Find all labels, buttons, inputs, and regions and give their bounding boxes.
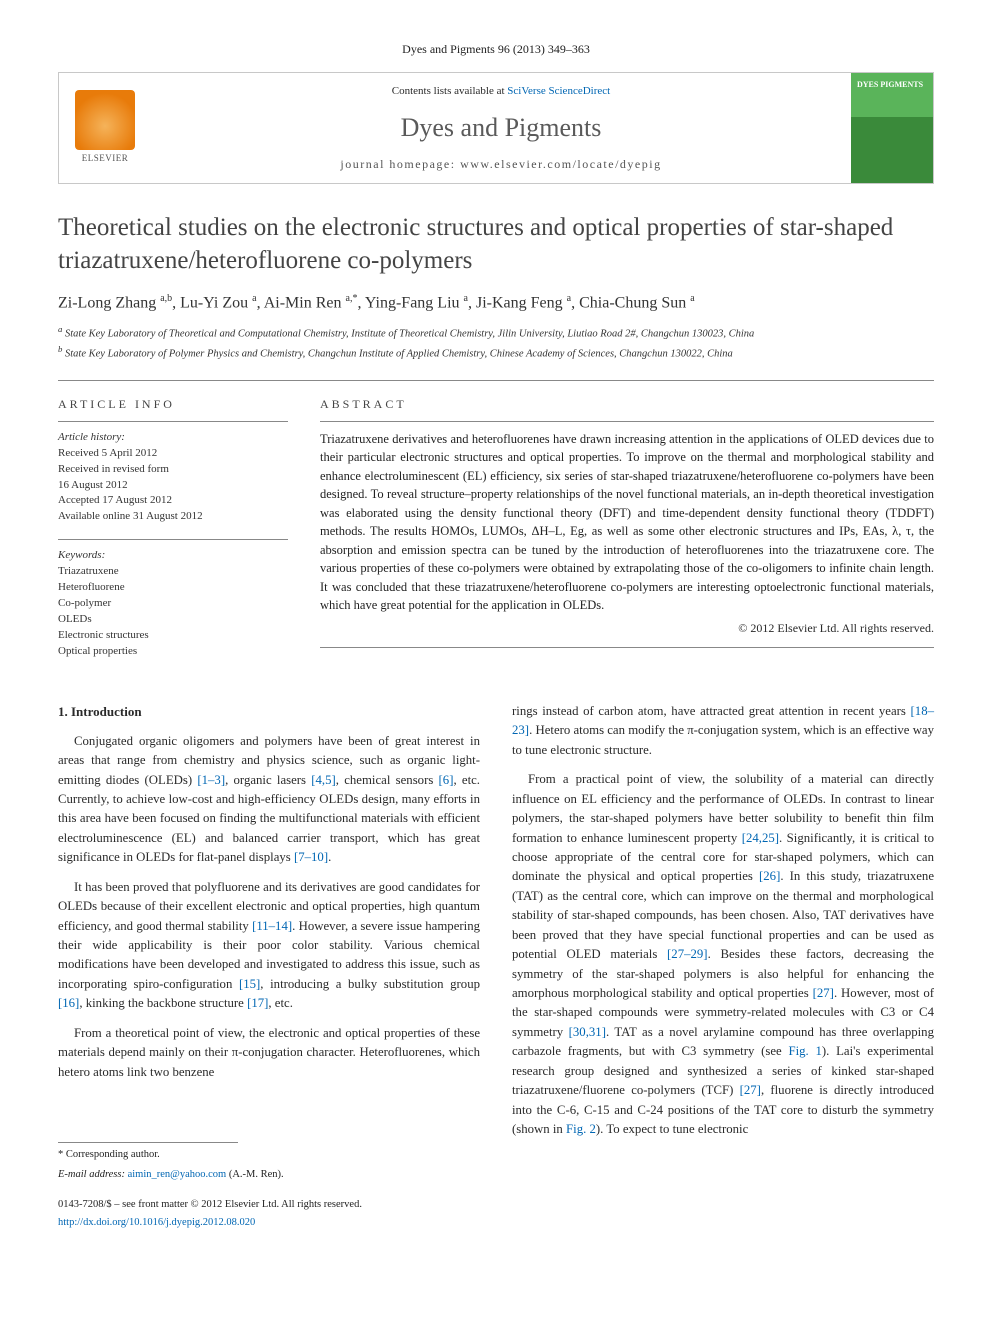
history-line: Accepted 17 August 2012 [58, 493, 288, 509]
ref-link[interactable]: [17] [247, 996, 268, 1010]
doi-line: http://dx.doi.org/10.1016/j.dyepig.2012.… [58, 1215, 480, 1231]
ref-link[interactable]: [11–14] [252, 919, 292, 933]
journal-header-card: ELSEVIER Contents lists available at Sci… [58, 72, 934, 184]
history-line: 16 August 2012 [58, 478, 288, 494]
ref-link[interactable]: [16] [58, 996, 79, 1010]
history-line: Received in revised form [58, 462, 288, 478]
figure-link[interactable]: Fig. 2 [566, 1122, 596, 1136]
contents-prefix: Contents lists available at [392, 85, 507, 97]
authors-line: Zi-Long Zhang a,b, Lu-Yi Zou a, Ai-Min R… [58, 291, 934, 315]
abstract-head: ABSTRACT [320, 395, 934, 413]
keyword: Electronic structures [58, 628, 288, 644]
figure-link[interactable]: Fig. 1 [788, 1044, 821, 1058]
ref-link[interactable]: [15] [239, 977, 260, 991]
homepage-prefix: journal homepage: [340, 157, 460, 171]
top-citation: Dyes and Pigments 96 (2013) 349–363 [58, 40, 934, 58]
history-block: Article history: Received 5 April 2012 R… [58, 430, 288, 526]
contents-line: Contents lists available at SciVerse Sci… [159, 83, 843, 100]
history-line: Available online 31 August 2012 [58, 509, 288, 525]
paragraph: It has been proved that polyfluorene and… [58, 878, 480, 1014]
header-center: Contents lists available at SciVerse Sci… [151, 73, 851, 183]
paragraph: From a theoretical point of view, the el… [58, 1024, 480, 1082]
homepage-line: journal homepage: www.elsevier.com/locat… [159, 155, 843, 173]
affiliation-b: b State Key Laboratory of Polymer Physic… [58, 343, 934, 362]
right-column: rings instead of carbon atom, have attra… [512, 702, 934, 1231]
doi-link[interactable]: http://dx.doi.org/10.1016/j.dyepig.2012.… [58, 1217, 255, 1228]
ref-link[interactable]: [30,31] [569, 1025, 606, 1039]
issn-line: 0143-7208/$ – see front matter © 2012 El… [58, 1197, 480, 1213]
body-columns: 1. Introduction Conjugated organic oligo… [58, 702, 934, 1231]
keywords-block: Keywords: Triazatruxene Heterofluorene C… [58, 548, 288, 660]
publisher-name: ELSEVIER [82, 152, 129, 166]
homepage-url[interactable]: www.elsevier.com/locate/dyepig [460, 157, 662, 171]
abstract-text: Triazatruxene derivatives and heterofluo… [320, 430, 934, 615]
section-heading: 1. Introduction [58, 702, 480, 722]
journal-cover-thumb[interactable] [851, 73, 933, 183]
rule-top [58, 380, 934, 381]
paragraph: From a practical point of view, the solu… [512, 770, 934, 1139]
ref-link[interactable]: [27] [813, 986, 834, 1000]
affiliation-a: a State Key Laboratory of Theoretical an… [58, 323, 934, 342]
email-address[interactable]: aimin_ren@yahoo.com [128, 1169, 227, 1180]
history-head: Article history: [58, 430, 288, 446]
ref-link[interactable]: [4,5] [311, 773, 336, 787]
keyword: Optical properties [58, 644, 288, 660]
elsevier-tree-icon [75, 90, 135, 150]
abstract: ABSTRACT Triazatruxene derivatives and h… [320, 395, 934, 674]
keyword: Co-polymer [58, 596, 288, 612]
ref-link[interactable]: [24,25] [742, 831, 779, 845]
sciencedirect-link[interactable]: SciVerse ScienceDirect [507, 85, 610, 97]
article-info-head: ARTICLE INFO [58, 395, 288, 413]
email-line: E-mail address: aimin_ren@yahoo.com (A.-… [58, 1167, 480, 1183]
ref-link[interactable]: [26] [759, 869, 780, 883]
ref-link[interactable]: [1–3] [197, 773, 225, 787]
ref-link[interactable]: [6] [439, 773, 454, 787]
journal-name: Dyes and Pigments [159, 108, 843, 147]
ref-link[interactable]: [7–10] [294, 850, 328, 864]
affiliations: a State Key Laboratory of Theoretical an… [58, 323, 934, 361]
corresponding-author: * Corresponding author. [58, 1147, 480, 1163]
history-line: Received 5 April 2012 [58, 446, 288, 462]
left-column: 1. Introduction Conjugated organic oligo… [58, 702, 480, 1231]
publisher-logo[interactable]: ELSEVIER [59, 73, 151, 183]
email-label: E-mail address: [58, 1169, 125, 1180]
ref-link[interactable]: [27–29] [667, 947, 708, 961]
ref-link[interactable]: [27] [740, 1083, 761, 1097]
keyword: OLEDs [58, 612, 288, 628]
email-tail: (A.-M. Ren). [229, 1169, 284, 1180]
paragraph: rings instead of carbon atom, have attra… [512, 702, 934, 760]
info-abstract-row: ARTICLE INFO Article history: Received 5… [58, 395, 934, 674]
paragraph: Conjugated organic oligomers and polymer… [58, 732, 480, 868]
article-info: ARTICLE INFO Article history: Received 5… [58, 395, 288, 674]
article-title: Theoretical studies on the electronic st… [58, 212, 934, 277]
keywords-head: Keywords: [58, 548, 288, 564]
abstract-copyright: © 2012 Elsevier Ltd. All rights reserved… [320, 619, 934, 637]
keyword: Triazatruxene [58, 564, 288, 580]
ref-link[interactable]: [18–23] [512, 704, 934, 737]
footnote-rule [58, 1142, 238, 1143]
keyword: Heterofluorene [58, 580, 288, 596]
